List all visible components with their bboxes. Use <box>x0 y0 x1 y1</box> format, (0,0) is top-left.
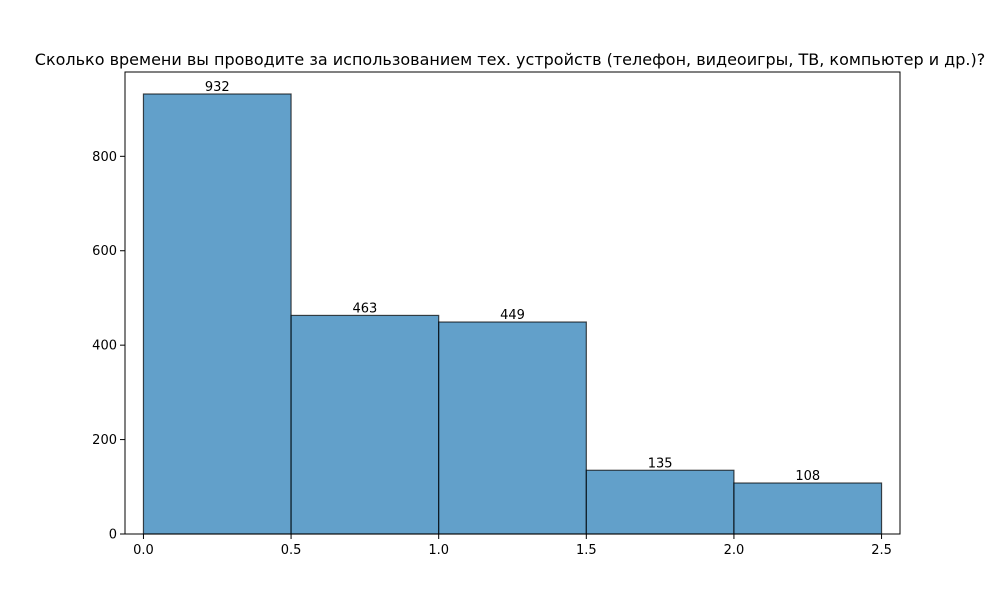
histogram-bar <box>290 314 440 535</box>
bar-value-label: 135 <box>648 456 673 471</box>
bar-value-label: 932 <box>205 80 230 95</box>
histogram-bar <box>733 482 883 535</box>
x-tick-label: 1.0 <box>428 543 449 558</box>
histogram-bar <box>438 321 587 535</box>
y-tick-label: 0 <box>109 528 117 543</box>
chart-title: Сколько времени вы проводите за использо… <box>35 50 985 69</box>
x-tick-label: 0.5 <box>281 543 302 558</box>
bars-layer <box>142 93 883 535</box>
histogram-bar <box>142 93 292 535</box>
x-axis: 0.0 0.5 1.0 1.5 2.0 2.5 <box>133 534 892 558</box>
x-tick-label: 2.0 <box>724 543 745 558</box>
x-tick-label: 2.5 <box>871 543 892 558</box>
bar-labels-layer: 932 463 449 135 108 <box>205 80 820 484</box>
y-tick-label: 400 <box>92 339 117 354</box>
y-axis: 0 200 400 600 800 <box>92 150 125 543</box>
bar-value-label: 463 <box>352 301 377 316</box>
bar-value-label: 108 <box>795 469 820 484</box>
bar-value-label: 449 <box>500 308 525 323</box>
x-tick-label: 1.5 <box>576 543 597 558</box>
y-tick-label: 800 <box>92 150 117 165</box>
histogram-bar <box>585 469 735 535</box>
x-tick-label: 0.0 <box>133 543 154 558</box>
plot-frame <box>124 71 901 535</box>
y-tick-label: 600 <box>92 244 117 259</box>
y-tick-label: 200 <box>92 433 117 448</box>
